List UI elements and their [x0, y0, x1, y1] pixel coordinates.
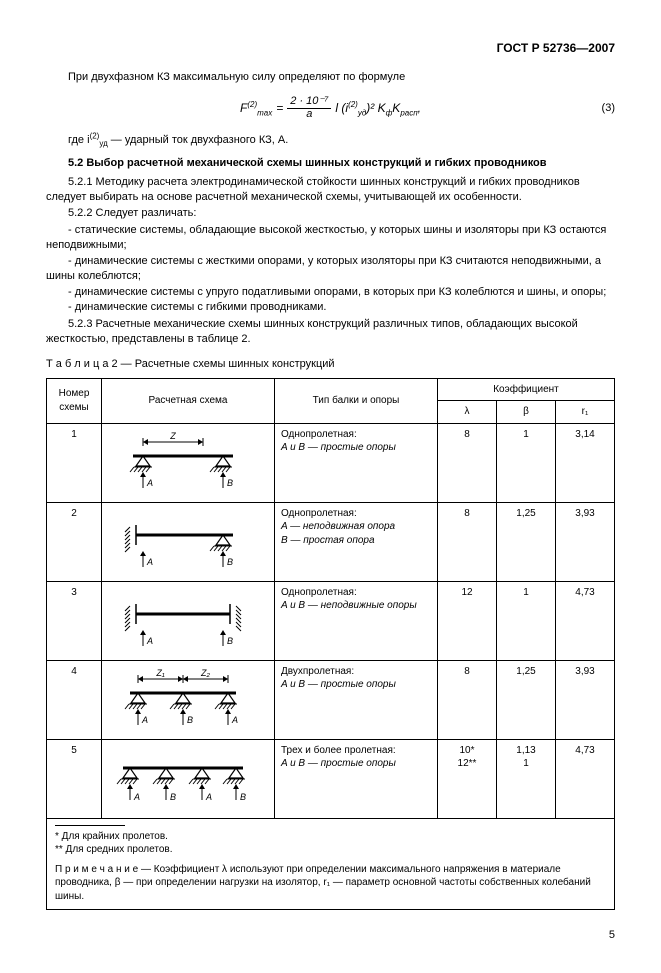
svg-text:A: A	[133, 792, 140, 802]
svg-text:B: B	[187, 715, 193, 725]
equation-number: (3)	[602, 101, 615, 116]
svg-text:A: A	[205, 792, 212, 802]
svg-text:B: B	[240, 792, 246, 802]
table-row: 3 AB Однопролетная:A и B — неподвижные о…	[47, 581, 615, 660]
th-scheme: Расчетная схема	[102, 378, 275, 423]
footnote-2: ** Для средних пролетов.	[55, 843, 606, 857]
svg-text:A: A	[231, 715, 238, 725]
svg-text:Z₂: Z₂	[200, 668, 210, 678]
schemes-table: Номер схемы Расчетная схема Тип балки и …	[46, 378, 615, 819]
table-row: 5 ABAB Трех и более пролетная:A и B — пр…	[47, 739, 615, 818]
th-beta: β	[497, 401, 556, 424]
p-5-2-3: 5.2.3 Расчетные механические схемы шинны…	[46, 317, 615, 347]
p-5-2-1: 5.2.1 Методику расчета электродинамическ…	[46, 175, 615, 205]
svg-text:B: B	[227, 557, 233, 567]
table-row: 4 Z₁ Z₂	[47, 660, 615, 739]
svg-text:Z: Z	[169, 431, 176, 441]
section-5-2-title: 5.2 Выбор расчетной механической схемы ш…	[46, 156, 615, 171]
table-footnotes: * Для крайних пролетов. ** Для средних п…	[46, 819, 615, 911]
footnote-1: * Для крайних пролетов.	[55, 830, 606, 844]
th-coef: Коэффициент	[438, 378, 615, 401]
table-row: 2 AB Однопролетная:A — неподвижная опора…	[47, 502, 615, 581]
intro-line: При двухфазном КЗ максимальную силу опре…	[46, 70, 615, 85]
svg-text:Z₁: Z₁	[155, 668, 164, 678]
svg-text:A: A	[146, 636, 153, 646]
footnote-note: П р и м е ч а н и е — Коэффициент λ испо…	[55, 863, 606, 904]
svg-text:B: B	[227, 636, 233, 646]
svg-text:A: A	[141, 715, 148, 725]
svg-text:B: B	[170, 792, 176, 802]
svg-text:B: B	[227, 478, 233, 488]
th-num: Номер схемы	[47, 378, 102, 423]
bullet-3: - динамические системы с упруго податлив…	[46, 285, 615, 300]
table-caption: Т а б л и ц а 2 — Расчетные схемы шинных…	[46, 357, 615, 372]
th-type: Тип балки и опоры	[275, 378, 438, 423]
where-clause: где i(2)уд — ударный ток двухфазного КЗ,…	[46, 133, 615, 148]
th-lambda: λ	[438, 401, 497, 424]
doc-id: ГОСТ Р 52736—2007	[46, 40, 615, 56]
formula-3: F(2)max = 2 · 10⁻⁷ a l (i(2)уд)² KфKрасп…	[46, 91, 615, 125]
svg-text:A: A	[146, 557, 153, 567]
table-row: 1 Z AB Однопролетная:A и B — простые опо…	[47, 423, 615, 502]
th-r1: r₁	[556, 401, 615, 424]
bullet-1: - статические системы, обладающие высоко…	[46, 223, 615, 253]
p-5-2-2: 5.2.2 Следует различать:	[46, 206, 615, 221]
bullet-4: - динамические системы с гибкими проводн…	[46, 300, 615, 315]
bullet-2: - динамические системы с жесткими опорам…	[46, 254, 615, 284]
svg-text:A: A	[146, 478, 153, 488]
